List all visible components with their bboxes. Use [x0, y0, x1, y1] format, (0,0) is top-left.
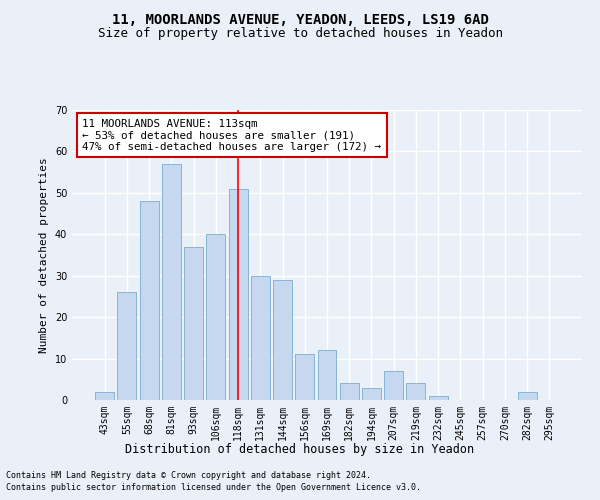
Bar — [118, 292, 136, 400]
Bar — [162, 164, 181, 400]
Bar — [362, 388, 381, 400]
Text: Size of property relative to detached houses in Yeadon: Size of property relative to detached ho… — [97, 28, 503, 40]
Text: 11, MOORLANDS AVENUE, YEADON, LEEDS, LS19 6AD: 11, MOORLANDS AVENUE, YEADON, LEEDS, LS1… — [112, 12, 488, 26]
Bar — [429, 396, 448, 400]
Bar — [406, 384, 425, 400]
Bar — [273, 280, 292, 400]
Bar — [384, 371, 403, 400]
Bar — [229, 188, 248, 400]
Bar — [317, 350, 337, 400]
Bar — [251, 276, 270, 400]
Bar — [518, 392, 536, 400]
Y-axis label: Number of detached properties: Number of detached properties — [39, 157, 49, 353]
Text: Contains public sector information licensed under the Open Government Licence v3: Contains public sector information licen… — [6, 484, 421, 492]
Text: 11 MOORLANDS AVENUE: 113sqm
← 53% of detached houses are smaller (191)
47% of se: 11 MOORLANDS AVENUE: 113sqm ← 53% of det… — [82, 118, 381, 152]
Text: Contains HM Land Registry data © Crown copyright and database right 2024.: Contains HM Land Registry data © Crown c… — [6, 471, 371, 480]
Bar — [295, 354, 314, 400]
Bar — [206, 234, 225, 400]
Bar — [340, 384, 359, 400]
Bar — [140, 201, 158, 400]
Bar — [184, 246, 203, 400]
Text: Distribution of detached houses by size in Yeadon: Distribution of detached houses by size … — [125, 442, 475, 456]
Bar — [95, 392, 114, 400]
